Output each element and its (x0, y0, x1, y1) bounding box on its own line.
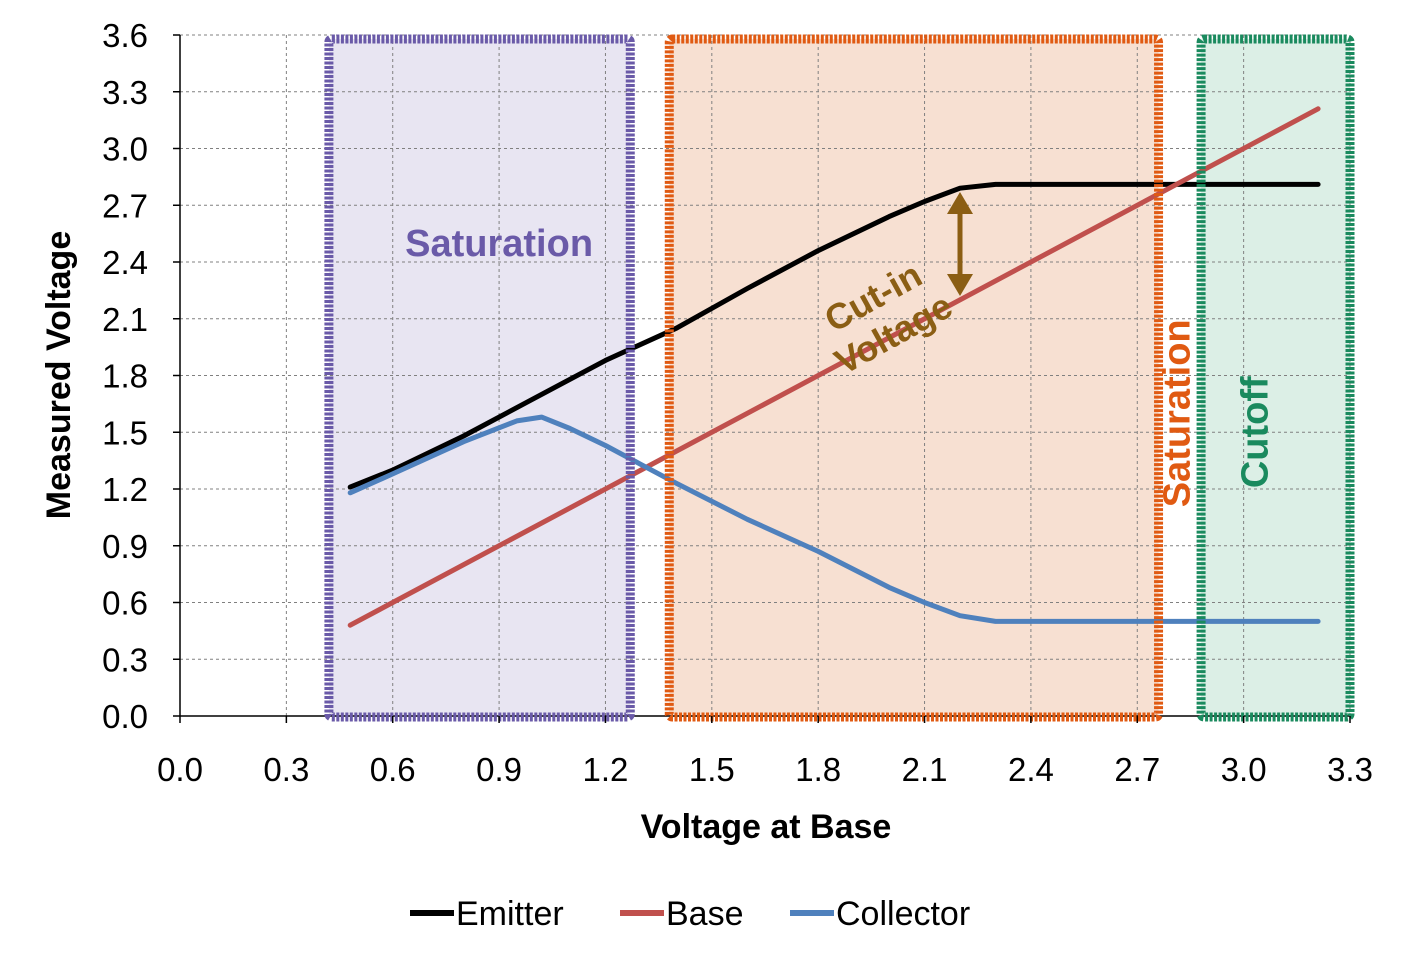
x-tick-label: 3.3 (1327, 751, 1373, 788)
region-border-cutoff-2 (1196, 34, 1355, 722)
x-tick-label: 0.0 (157, 751, 203, 788)
y-tick-label: 3.0 (102, 131, 148, 168)
y-tick-label: 0.0 (102, 698, 148, 735)
y-tick-label: 1.2 (102, 471, 148, 508)
region-fill-saturation-1 (669, 39, 1159, 717)
y-tick-label: 3.6 (102, 17, 148, 54)
x-tick-label: 3.0 (1221, 751, 1267, 788)
legend: Emitter Base Collector (410, 895, 970, 933)
y-tick-label: 3.3 (102, 74, 148, 111)
x-tick-label: 1.8 (795, 751, 841, 788)
region-fill-cutoff-2 (1201, 39, 1350, 717)
x-tick-label: 0.9 (476, 751, 522, 788)
region-border-saturation-1 (664, 34, 1164, 722)
region-labels: Saturation Saturation Cutoff (405, 223, 1276, 507)
y-tick-label: 0.6 (102, 585, 148, 622)
legend-label-emitter: Emitter (456, 895, 564, 933)
legend-label-collector: Collector (836, 895, 970, 933)
x-tick-labels: 0.0 0.3 0.6 0.9 1.2 1.5 1.8 2.1 2.4 2.7 3.0 3.3 (157, 716, 1373, 788)
region-label-saturation-1: Saturation (1156, 319, 1198, 507)
x-tick-label: 2.4 (1008, 751, 1054, 788)
region-borders (324, 34, 1355, 722)
y-tick-label: 2.4 (102, 244, 148, 281)
y-tick-label: 2.7 (102, 187, 148, 224)
y-tick-label: 1.8 (102, 358, 148, 395)
series-line-emitter (347, 181, 1321, 490)
y-axis-title: Measured Voltage (40, 231, 78, 519)
y-tick-label: 0.3 (102, 641, 148, 678)
x-tick-label: 2.1 (902, 751, 948, 788)
x-tick-label: 0.6 (370, 751, 416, 788)
x-tick-label: 1.2 (583, 751, 629, 788)
cut-in-arrow-head-up (947, 192, 973, 215)
y-tick-label: 0.9 (102, 528, 148, 565)
x-tick-label: 0.3 (263, 751, 309, 788)
region-border-saturation-0 (324, 34, 635, 722)
region-fill-saturation-0 (328, 39, 631, 717)
x-tick-label: 1.5 (689, 751, 735, 788)
y-tick-label: 2.1 (102, 301, 148, 338)
x-axis-title: Voltage at Base (641, 808, 892, 846)
cut-in-arrow-head-down (947, 274, 973, 297)
y-tick-labels: 0.0 0.3 0.6 0.9 1.2 1.5 1.8 2.1 2.4 2.7 3.0 3.3 3.6 (102, 17, 180, 735)
region-label-cutoff-2: Cutoff (1234, 376, 1276, 488)
legend-label-base: Base (666, 895, 744, 933)
region-label-saturation-0: Saturation (405, 223, 593, 265)
x-tick-label: 2.7 (1114, 751, 1160, 788)
y-tick-label: 1.5 (102, 414, 148, 451)
series-line-collector (347, 414, 1321, 624)
region-fills (328, 39, 1350, 717)
